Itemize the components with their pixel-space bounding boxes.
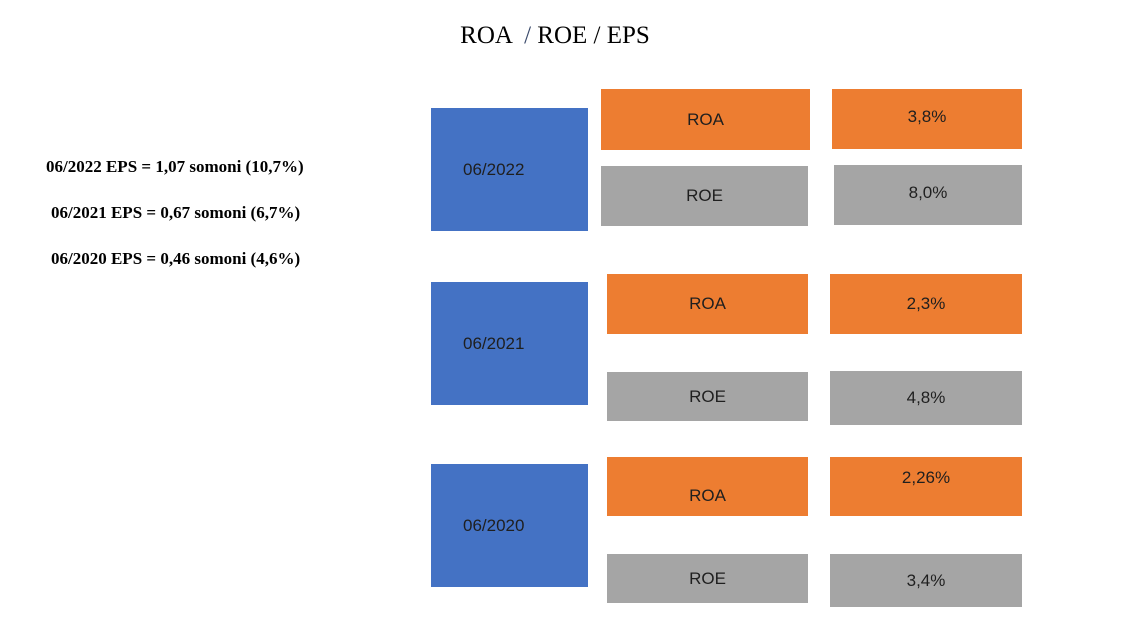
roe-value: 8,0%	[908, 183, 948, 202]
roe-label-box-2020: ROE	[607, 554, 808, 603]
roe-label-box-2022: ROE	[601, 166, 808, 226]
eps-line-2022: 06/2022 EPS = 1,07 somoni (10,7%)	[46, 157, 304, 176]
roa-label-box-2020: ROA	[607, 457, 808, 516]
roe-value: 3,4%	[906, 570, 946, 590]
roe-label-box-2021: ROE	[607, 372, 808, 421]
roa-label: ROA	[687, 109, 724, 129]
roa-label-box-2022: ROA	[601, 89, 810, 150]
roa-value-box-2020: 2,26%	[830, 457, 1022, 516]
year-box-2021: 06/2021	[431, 282, 588, 405]
year-label: 06/2021	[463, 333, 525, 353]
roe-value: 4,8%	[906, 388, 946, 407]
page-title: ROA / ROE / EPS	[0, 22, 1110, 50]
year-label: 06/2020	[463, 515, 525, 535]
roa-value: 2,3%	[906, 294, 946, 313]
title-slash: /	[524, 22, 532, 49]
roa-value: 2,26%	[901, 467, 951, 487]
roe-value-box-2022: 8,0%	[834, 165, 1022, 225]
year-box-2020: 06/2020	[431, 464, 588, 587]
year-label: 06/2022	[463, 159, 525, 179]
roe-value-box-2020: 3,4%	[830, 554, 1022, 607]
roa-label: ROA	[689, 294, 726, 313]
roa-value: 3,8%	[907, 107, 947, 126]
roe-value-box-2021: 4,8%	[830, 371, 1022, 425]
roe-label: ROE	[686, 186, 723, 205]
roe-label: ROE	[689, 568, 726, 588]
eps-line-2020: 06/2020 EPS = 0,46 somoni (4,6%)	[51, 249, 301, 268]
roa-value-box-2021: 2,3%	[830, 274, 1022, 334]
title-roa: ROA	[460, 22, 525, 49]
roa-value-box-2022: 3,8%	[832, 89, 1022, 149]
title-roe-eps: ROE / EPS	[531, 22, 650, 49]
eps-line-2021: 06/2021 EPS = 0,67 somoni (6,7%)	[51, 203, 301, 222]
roa-label-box-2021: ROA	[607, 274, 808, 334]
roe-label: ROE	[689, 386, 726, 406]
roa-label: ROA	[689, 485, 726, 505]
year-box-2022: 06/2022	[431, 108, 588, 231]
